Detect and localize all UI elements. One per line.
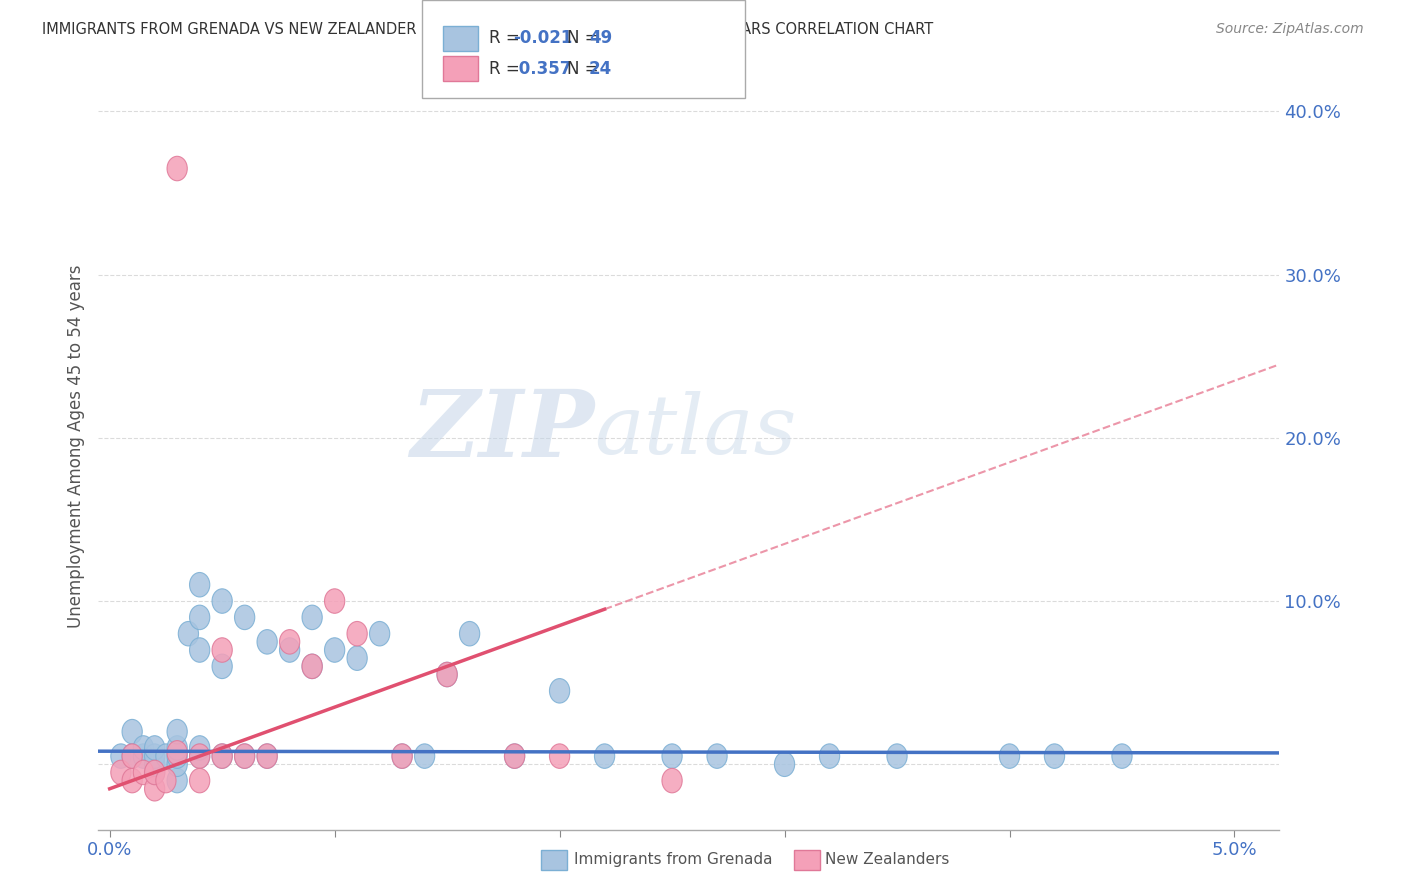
- Ellipse shape: [392, 744, 412, 768]
- Ellipse shape: [145, 736, 165, 760]
- Ellipse shape: [190, 744, 209, 768]
- Ellipse shape: [122, 768, 142, 793]
- Text: ZIP: ZIP: [411, 385, 595, 475]
- Ellipse shape: [280, 638, 299, 662]
- Ellipse shape: [122, 744, 142, 768]
- Ellipse shape: [235, 605, 254, 630]
- Ellipse shape: [595, 744, 614, 768]
- Ellipse shape: [235, 744, 254, 768]
- Ellipse shape: [145, 744, 165, 768]
- Ellipse shape: [190, 744, 209, 768]
- Ellipse shape: [190, 605, 209, 630]
- Ellipse shape: [212, 744, 232, 768]
- Ellipse shape: [662, 768, 682, 793]
- Text: 49: 49: [589, 29, 613, 47]
- Ellipse shape: [347, 622, 367, 646]
- Ellipse shape: [280, 630, 299, 654]
- Ellipse shape: [302, 605, 322, 630]
- Ellipse shape: [212, 744, 232, 768]
- Ellipse shape: [662, 744, 682, 768]
- Ellipse shape: [887, 744, 907, 768]
- Ellipse shape: [550, 744, 569, 768]
- Ellipse shape: [145, 752, 165, 777]
- Ellipse shape: [505, 744, 524, 768]
- Text: N =: N =: [567, 60, 603, 78]
- Text: R =: R =: [489, 60, 526, 78]
- Ellipse shape: [190, 573, 209, 597]
- Ellipse shape: [111, 744, 131, 768]
- Ellipse shape: [302, 654, 322, 679]
- Ellipse shape: [460, 622, 479, 646]
- Ellipse shape: [415, 744, 434, 768]
- Ellipse shape: [167, 719, 187, 744]
- Ellipse shape: [122, 744, 142, 768]
- Ellipse shape: [167, 768, 187, 793]
- Ellipse shape: [1112, 744, 1132, 768]
- Ellipse shape: [190, 736, 209, 760]
- Text: -0.021: -0.021: [513, 29, 572, 47]
- Ellipse shape: [156, 768, 176, 793]
- Ellipse shape: [156, 744, 176, 768]
- Text: 0.357: 0.357: [513, 60, 572, 78]
- Ellipse shape: [257, 630, 277, 654]
- Ellipse shape: [437, 662, 457, 687]
- Ellipse shape: [820, 744, 839, 768]
- Ellipse shape: [235, 744, 254, 768]
- Text: 24: 24: [589, 60, 613, 78]
- Text: Immigrants from Grenada: Immigrants from Grenada: [574, 853, 772, 867]
- Ellipse shape: [1000, 744, 1019, 768]
- Ellipse shape: [179, 622, 198, 646]
- Ellipse shape: [302, 654, 322, 679]
- Ellipse shape: [167, 740, 187, 765]
- Ellipse shape: [145, 777, 165, 801]
- Text: IMMIGRANTS FROM GRENADA VS NEW ZEALANDER UNEMPLOYMENT AMONG AGES 45 TO 54 YEARS : IMMIGRANTS FROM GRENADA VS NEW ZEALANDER…: [42, 22, 934, 37]
- Ellipse shape: [550, 679, 569, 703]
- Ellipse shape: [212, 638, 232, 662]
- Y-axis label: Unemployment Among Ages 45 to 54 years: Unemployment Among Ages 45 to 54 years: [66, 264, 84, 628]
- Ellipse shape: [437, 662, 457, 687]
- Ellipse shape: [167, 156, 187, 181]
- Ellipse shape: [190, 638, 209, 662]
- Ellipse shape: [167, 744, 187, 768]
- Ellipse shape: [257, 744, 277, 768]
- Ellipse shape: [775, 752, 794, 777]
- Ellipse shape: [370, 622, 389, 646]
- Ellipse shape: [134, 744, 153, 768]
- Ellipse shape: [122, 719, 142, 744]
- Ellipse shape: [190, 768, 209, 793]
- Ellipse shape: [145, 760, 165, 785]
- Ellipse shape: [134, 760, 153, 785]
- Ellipse shape: [347, 646, 367, 671]
- Text: Source: ZipAtlas.com: Source: ZipAtlas.com: [1216, 22, 1364, 37]
- Ellipse shape: [505, 744, 524, 768]
- Ellipse shape: [257, 744, 277, 768]
- Ellipse shape: [212, 589, 232, 614]
- Ellipse shape: [167, 736, 187, 760]
- Ellipse shape: [1045, 744, 1064, 768]
- Ellipse shape: [707, 744, 727, 768]
- Text: atlas: atlas: [595, 391, 797, 471]
- Ellipse shape: [167, 752, 187, 777]
- Text: New Zealanders: New Zealanders: [825, 853, 949, 867]
- Ellipse shape: [111, 760, 131, 785]
- Ellipse shape: [134, 736, 153, 760]
- Text: R =: R =: [489, 29, 526, 47]
- Text: N =: N =: [567, 29, 603, 47]
- Ellipse shape: [325, 638, 344, 662]
- Ellipse shape: [392, 744, 412, 768]
- Ellipse shape: [145, 760, 165, 785]
- Ellipse shape: [212, 654, 232, 679]
- Ellipse shape: [325, 589, 344, 614]
